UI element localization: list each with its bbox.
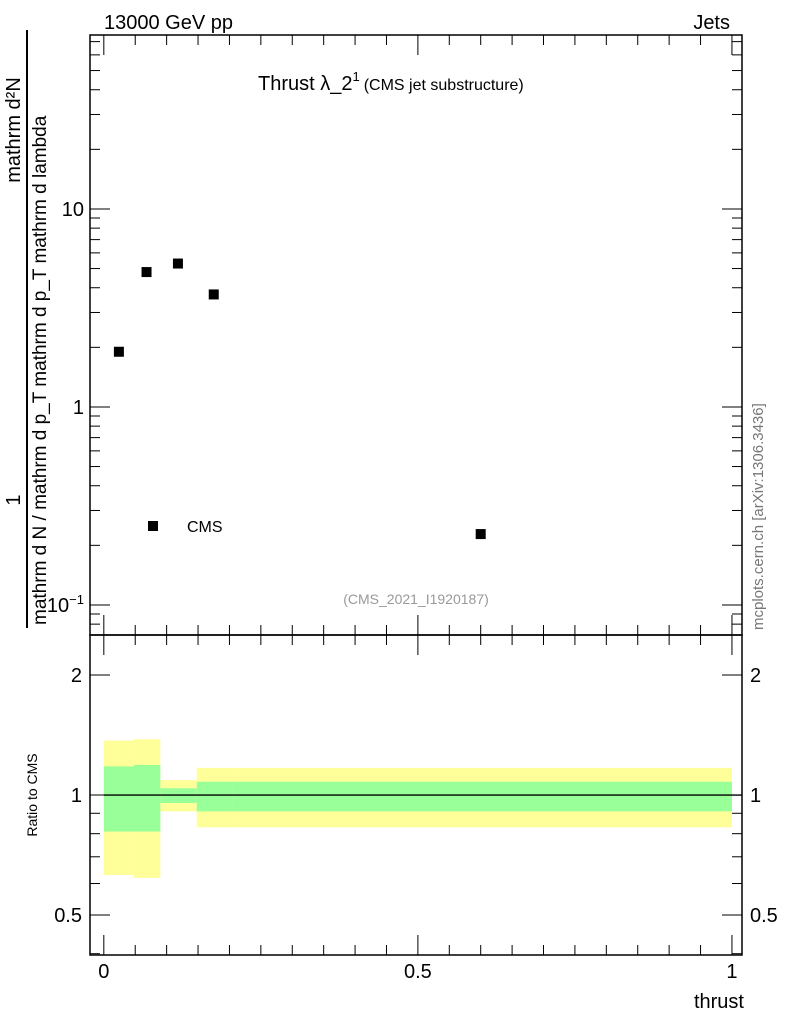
y-tick-label: 1: [73, 397, 84, 419]
ratio-bands: [103, 739, 732, 878]
x-axis-label: thrust: [694, 991, 744, 1013]
ratio-y-tick-label-right: 0.5: [750, 905, 778, 927]
stat-uncertainty-band-bin: [196, 781, 233, 812]
title-main: Thrust λ_2: [258, 73, 352, 95]
data-point: [475, 529, 486, 540]
ratio-y-tick-label: 2: [71, 665, 82, 687]
data-point: [141, 267, 152, 278]
side-label: mcplots.cern.ch [arXiv:1306.3436]: [750, 403, 767, 630]
legend-label: CMS: [187, 519, 223, 536]
stat-uncertainty-band-bin: [133, 764, 161, 832]
ylabel-denominator: mathrm d N / mathrm d p_T mathrm d p_T m…: [30, 115, 51, 625]
legend: CMS: [148, 519, 223, 536]
data-point: [208, 289, 219, 300]
ratio-y-tick-label-right: 1: [750, 785, 761, 807]
ratio-y-tick-label: 1: [71, 785, 82, 807]
axes: 10−1 1 10 0.5 0.5 1 1 2 2 0 0.5 1: [47, 34, 778, 983]
chart-title: Thrust λ_21 (CMS jet substructure): [258, 69, 524, 95]
x-tick-label: 0.5: [404, 961, 432, 983]
data-point: [172, 258, 183, 269]
x-tick-label: 1: [726, 961, 737, 983]
ratio-ylabel: Ratio to CMS: [24, 753, 40, 836]
data-point: [113, 346, 124, 357]
title-sup: 1: [352, 69, 359, 84]
data-points: [113, 258, 486, 540]
stat-uncertainty-band-bin: [232, 781, 732, 812]
title-sub: (CMS jet substructure): [364, 77, 524, 94]
header-right: Jets: [693, 12, 730, 34]
ratio-y-tick-label: 0.5: [54, 905, 82, 927]
stat-uncertainty-band-bin: [103, 766, 134, 832]
analysis-label: (CMS_2021_I1920187): [343, 591, 489, 607]
ratio-y-tick-label-right: 2: [750, 665, 761, 687]
main-frame: [89, 34, 743, 636]
y-tick-label: 10−1: [47, 592, 84, 617]
svg-text:Thrust λ_21(CMS jet substructu: Thrust λ_21 (CMS jet substructure): [258, 69, 524, 95]
y-tick-label: 10: [62, 199, 84, 221]
x-tick-label: 0: [98, 961, 109, 983]
header-left: 13000 GeV pp: [104, 12, 233, 34]
y-axis-label: mathrm d²N 1 mathrm d N / mathrm d p_T m…: [3, 30, 51, 628]
ylabel-numerator: mathrm d²N: [3, 77, 25, 183]
legend-marker: [148, 521, 158, 531]
ylabel-one: 1: [3, 494, 25, 505]
